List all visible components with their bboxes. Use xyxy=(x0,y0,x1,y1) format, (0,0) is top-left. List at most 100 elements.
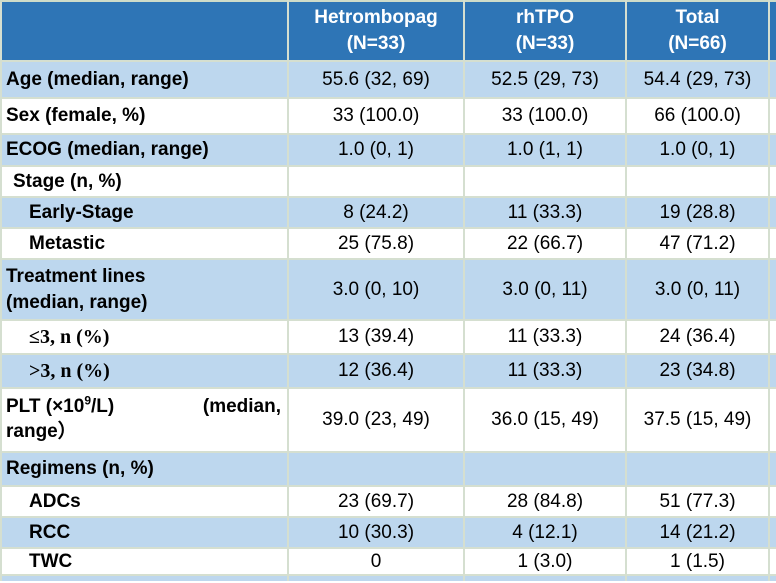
bottom-cutoff-cell xyxy=(463,574,627,581)
row-adcs-label: ADCs xyxy=(0,485,289,518)
header-hetrombopag-line2: (N=33) xyxy=(346,33,406,54)
row-le3-lines-label: ≤3, n (%) xyxy=(0,319,289,355)
row-gt3-lines-hetrombopag: 12 (36.4) xyxy=(287,353,465,389)
row-plt: PLT (×109/L) (median, range） 39.0 (23, 4… xyxy=(0,387,776,453)
header-total-line1: Total xyxy=(675,7,720,29)
row-rcc-label: RCC xyxy=(0,516,289,549)
row-rcc: RCC 10 (30.3) 4 (12.1) 14 (21.2) xyxy=(0,516,776,549)
row-le3-lines-rhtpo: 11 (33.3) xyxy=(463,319,627,355)
row-ecog: ECOG (median, range) 1.0 (0, 1) 1.0 (1, … xyxy=(0,133,776,167)
row-gt3-lines: >3, n (%) 12 (36.4) 11 (33.3) 23 (34.8) xyxy=(0,353,776,389)
treatment-lines-label-line2: (median, range) xyxy=(6,291,148,313)
plt-label-unit: PLT (×109/L) xyxy=(6,393,115,418)
row-treatment-lines-total: 3.0 (0, 11) xyxy=(625,258,770,321)
row-metastic: Metastic 25 (75.8) 22 (66.7) 47 (71.2) xyxy=(0,227,776,260)
row-treatment-lines-rhtpo: 3.0 (0, 11) xyxy=(463,258,627,321)
header-rhtpo-line1: rhTPO xyxy=(515,7,575,29)
plt-label-median: (median, xyxy=(202,396,281,418)
edge-sliver xyxy=(768,196,776,229)
row-treatment-lines: Treatment lines (median, range) 3.0 (0, … xyxy=(0,258,776,321)
row-le3-lines-total: 24 (36.4) xyxy=(625,319,770,355)
row-plt-total: 37.5 (15, 49) xyxy=(625,387,770,453)
row-sex: Sex (female, %) 33 (100.0) 33 (100.0) 66… xyxy=(0,97,776,135)
row-le3-lines: ≤3, n (%) 13 (39.4) 11 (33.3) 24 (36.4) xyxy=(0,319,776,355)
row-early-stage-hetrombopag: 8 (24.2) xyxy=(287,196,465,229)
row-treatment-lines-label: Treatment lines (median, range) xyxy=(0,258,289,321)
row-stage-total xyxy=(625,165,770,198)
row-stage: Stage (n, %) xyxy=(0,165,776,198)
edge-sliver xyxy=(768,451,776,487)
row-regimens-total xyxy=(625,451,770,487)
row-twc-total: 1 (1.5) xyxy=(625,547,770,576)
edge-sliver xyxy=(768,574,776,581)
row-early-stage-label: Early-Stage xyxy=(0,196,289,229)
header-edge-sliver xyxy=(768,0,776,62)
row-metastic-rhtpo: 22 (66.7) xyxy=(463,227,627,260)
treatment-lines-label-line1: Treatment lines xyxy=(6,265,146,287)
edge-sliver xyxy=(768,97,776,135)
edge-sliver xyxy=(768,353,776,389)
header-rhtpo-line2: (N=33) xyxy=(515,33,575,54)
row-early-stage: Early-Stage 8 (24.2) 11 (33.3) 19 (28.8) xyxy=(0,196,776,229)
edge-sliver xyxy=(768,319,776,355)
row-ecog-hetrombopag: 1.0 (0, 1) xyxy=(287,133,465,167)
row-rcc-hetrombopag: 10 (30.3) xyxy=(287,516,465,549)
row-stage-hetrombopag xyxy=(287,165,465,198)
row-age-hetrombopag: 55.6 (32, 69) xyxy=(287,60,465,99)
row-age-label: Age (median, range) xyxy=(0,60,289,99)
edge-sliver xyxy=(768,165,776,198)
edge-sliver xyxy=(768,516,776,549)
header-row: Hetrombopag (N=33) rhTPO (N=33) Total (N… xyxy=(0,0,776,62)
row-gt3-lines-rhtpo: 11 (33.3) xyxy=(463,353,627,389)
row-metastic-hetrombopag: 25 (75.8) xyxy=(287,227,465,260)
edge-sliver xyxy=(768,133,776,167)
row-regimens-rhtpo xyxy=(463,451,627,487)
header-hetrombopag-line1: Hetrombopag xyxy=(314,7,438,29)
plt-superscript: 9 xyxy=(84,393,91,408)
row-early-stage-rhtpo: 11 (33.3) xyxy=(463,196,627,229)
edge-sliver xyxy=(768,227,776,260)
row-treatment-lines-hetrombopag: 3.0 (0, 10) xyxy=(287,258,465,321)
row-sex-hetrombopag: 33 (100.0) xyxy=(287,97,465,135)
row-adcs-hetrombopag: 23 (69.7) xyxy=(287,485,465,518)
row-ecog-label: ECOG (median, range) xyxy=(0,133,289,167)
edge-sliver xyxy=(768,485,776,518)
row-plt-label: PLT (×109/L) (median, range） xyxy=(0,387,289,453)
bottom-cutoff-cell xyxy=(625,574,770,581)
row-twc: TWC 0 1 (3.0) 1 (1.5) xyxy=(0,547,776,576)
row-sex-rhtpo: 33 (100.0) xyxy=(463,97,627,135)
row-adcs-rhtpo: 28 (84.8) xyxy=(463,485,627,518)
bottom-cutoff-cell xyxy=(287,574,465,581)
edge-sliver xyxy=(768,547,776,576)
edge-sliver xyxy=(768,258,776,321)
row-adcs-total: 51 (77.3) xyxy=(625,485,770,518)
row-plt-hetrombopag: 39.0 (23, 49) xyxy=(287,387,465,453)
row-adcs: ADCs 23 (69.7) 28 (84.8) 51 (77.3) xyxy=(0,485,776,518)
header-empty-cell xyxy=(0,0,289,62)
row-regimens-label: Regimens (n, %) xyxy=(0,451,289,487)
row-bottom-cutoff xyxy=(0,574,776,581)
row-stage-label: Stage (n, %) xyxy=(0,165,289,198)
row-metastic-label: Metastic xyxy=(0,227,289,260)
header-rhtpo: rhTPO (N=33) xyxy=(463,0,627,62)
row-sex-total: 66 (100.0) xyxy=(625,97,770,135)
row-le3-lines-hetrombopag: 13 (39.4) xyxy=(287,319,465,355)
row-stage-rhtpo xyxy=(463,165,627,198)
row-age-rhtpo: 52.5 (29, 73) xyxy=(463,60,627,99)
row-twc-rhtpo: 1 (3.0) xyxy=(463,547,627,576)
row-rcc-rhtpo: 4 (12.1) xyxy=(463,516,627,549)
row-gt3-lines-total: 23 (34.8) xyxy=(625,353,770,389)
row-rcc-total: 14 (21.2) xyxy=(625,516,770,549)
row-sex-label: Sex (female, %) xyxy=(0,97,289,135)
row-twc-label: TWC xyxy=(0,547,289,576)
header-total: Total (N=66) xyxy=(625,0,770,62)
row-metastic-total: 47 (71.2) xyxy=(625,227,770,260)
row-age-total: 54.4 (29, 73) xyxy=(625,60,770,99)
row-regimens: Regimens (n, %) xyxy=(0,451,776,487)
header-hetrombopag: Hetrombopag (N=33) xyxy=(287,0,465,62)
bottom-cutoff-cell xyxy=(0,574,289,581)
row-ecog-rhtpo: 1.0 (1, 1) xyxy=(463,133,627,167)
row-ecog-total: 1.0 (0, 1) xyxy=(625,133,770,167)
